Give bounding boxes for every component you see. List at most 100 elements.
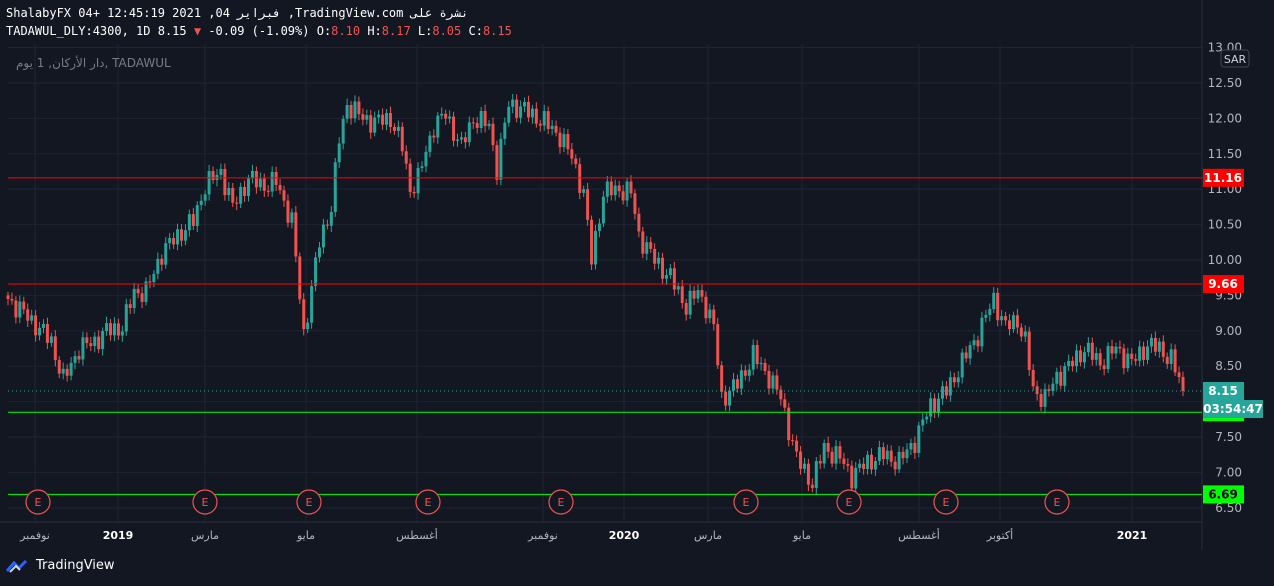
candle-body [235, 202, 239, 204]
close-label: C: [468, 24, 483, 38]
earnings-event-label: E [202, 496, 209, 509]
candle-body [625, 181, 629, 201]
candle-body [751, 345, 755, 370]
candle-body [1000, 316, 1004, 321]
candle-body [1134, 359, 1138, 361]
earnings-event-icon[interactable] [415, 489, 441, 515]
candle-body [1086, 342, 1090, 353]
candle-body [822, 443, 826, 464]
earnings-event-icon[interactable] [1044, 489, 1070, 515]
countdown-tag [1203, 399, 1263, 418]
candle-body [298, 256, 302, 300]
tradingview-brand: TradingView [36, 558, 115, 573]
candle-body [992, 292, 996, 310]
candle-body [266, 190, 270, 192]
candle-body [716, 324, 720, 366]
candle-body [97, 336, 101, 350]
candle-body [250, 170, 254, 179]
candle-body [1161, 341, 1165, 357]
candle-body [270, 172, 274, 192]
candle-body [1149, 337, 1153, 347]
candle-body [594, 230, 597, 265]
candle-body [176, 229, 180, 245]
earnings-event-icon[interactable] [548, 489, 574, 515]
candle-body [156, 258, 160, 274]
candle-body [203, 194, 207, 201]
earnings-event-label: E [846, 496, 853, 509]
candle-body [759, 362, 763, 365]
candle-body [1138, 346, 1142, 361]
earnings-event-icon[interactable] [733, 489, 759, 515]
candle-body [538, 123, 542, 126]
candle-body [515, 99, 519, 118]
candle-body [1075, 350, 1079, 367]
candle-body [503, 122, 507, 139]
candle-body [223, 168, 227, 196]
earnings-event-label: E [743, 496, 750, 509]
countdown-label: 03:54:47 [1203, 402, 1263, 416]
y-tick-label: 10.00 [1208, 253, 1242, 267]
candle-body [349, 105, 353, 119]
candle-body [940, 386, 944, 399]
candle-body [14, 300, 18, 318]
candle-body [661, 257, 665, 279]
candle-body [164, 243, 168, 265]
candle-body [641, 231, 645, 254]
candle-body [763, 362, 767, 372]
currency-button[interactable] [1220, 49, 1250, 68]
earnings-event-label: E [35, 496, 42, 509]
candle-body [416, 167, 420, 194]
earnings-event-icon[interactable] [836, 489, 862, 515]
earnings-event-label: E [306, 496, 313, 509]
candle-body [933, 398, 937, 413]
y-tick-label: 9.00 [1215, 324, 1242, 338]
candle-body [550, 125, 554, 129]
candle-body [866, 454, 870, 469]
candle-body [396, 126, 400, 131]
candle-body [980, 317, 984, 347]
earnings-event-icon[interactable] [192, 489, 218, 515]
x-tick-label: نوفمبر [527, 529, 558, 542]
candle-body [388, 112, 392, 128]
candle-body [207, 171, 211, 195]
candle-body [219, 168, 223, 175]
candle-body [1122, 348, 1126, 369]
candle-body [18, 301, 22, 318]
candle-body [570, 149, 574, 159]
candle-body [1067, 360, 1071, 367]
tradingview-footer[interactable]: TradingView [6, 558, 115, 573]
candle-body [739, 370, 743, 389]
candle-body [1015, 315, 1019, 328]
earnings-event-icon[interactable] [296, 489, 322, 515]
candle-body [467, 122, 471, 143]
earnings-event-icon[interactable] [25, 489, 51, 515]
candle-body [1082, 352, 1086, 363]
candle-body [534, 108, 538, 124]
candle-body [227, 187, 231, 196]
candle-body [1177, 372, 1181, 378]
candle-body [1126, 353, 1130, 369]
candle-body [818, 461, 822, 464]
resistance-price-tag [1203, 275, 1244, 294]
candle-body [700, 290, 704, 297]
open-value: 8.10 [331, 24, 361, 38]
candle-body [1118, 346, 1122, 349]
candle-body [944, 386, 948, 396]
candle-body [1047, 389, 1051, 391]
candle-body [684, 303, 688, 315]
candle-body [960, 352, 964, 378]
candle-body [353, 101, 357, 119]
candle-body [124, 304, 128, 332]
candle-body [732, 379, 736, 391]
candle-body [881, 447, 885, 460]
candle-body [1110, 346, 1114, 354]
earnings-event-icon[interactable] [933, 489, 959, 515]
candle-body [826, 443, 830, 452]
candle-body [314, 257, 318, 286]
candle-body [290, 212, 294, 223]
candle-body [459, 137, 463, 140]
y-tick-label: 12.00 [1208, 111, 1242, 125]
candle-body [329, 212, 333, 226]
candle-body [858, 463, 862, 468]
